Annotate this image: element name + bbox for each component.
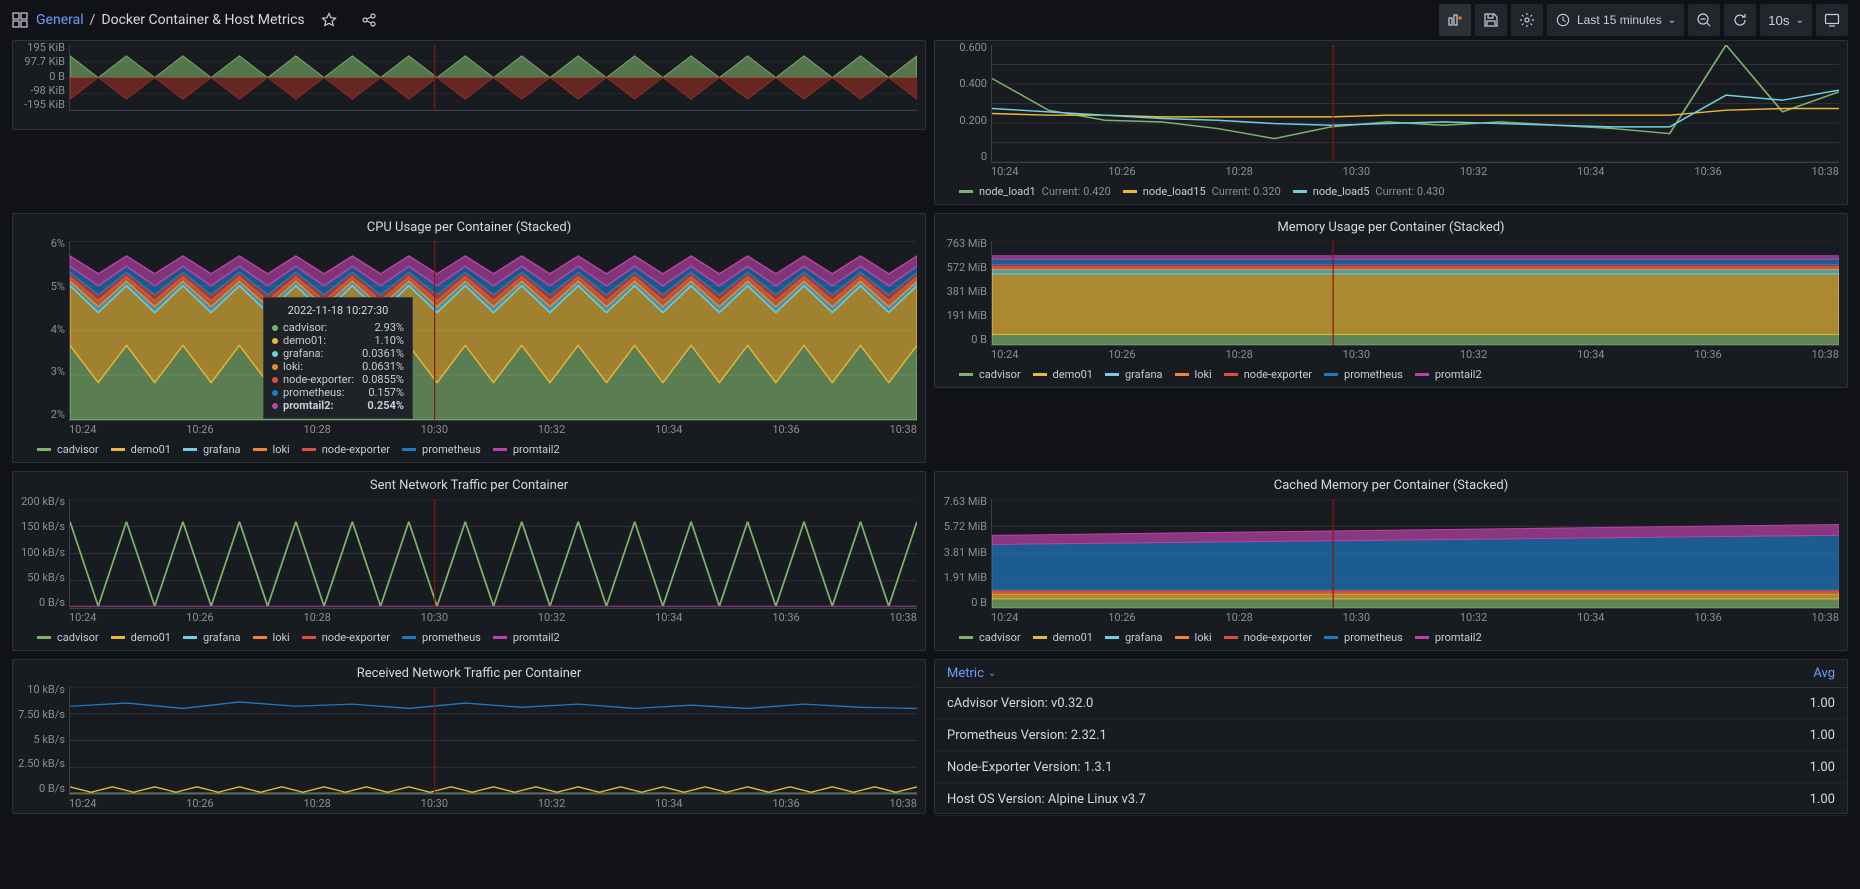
save-icon — [1483, 12, 1499, 28]
time-range-button[interactable]: Last 15 minutes ⌄ — [1547, 4, 1684, 36]
column-header-metric[interactable]: Metric ⌄ — [947, 666, 1775, 681]
panel-title: Cached Memory per Container (Stacked) — [935, 472, 1847, 495]
legend-item[interactable]: promtail2 — [1415, 631, 1482, 644]
legend-item[interactable]: promtail2 — [493, 443, 560, 456]
tv-mode-button[interactable] — [1816, 4, 1848, 36]
chart-tooltip: 2022-11-18 10:27:30cadvisor:2.93%demo01:… — [263, 297, 413, 419]
legend-item[interactable]: node-exporter — [1224, 631, 1312, 644]
legend-item[interactable]: promtail2 — [1415, 368, 1482, 381]
legend-item[interactable]: demo01 — [1033, 368, 1093, 381]
legend-item[interactable]: promtail2 — [493, 631, 560, 644]
monitor-icon — [1824, 12, 1840, 28]
time-range-label: Last 15 minutes — [1577, 13, 1662, 27]
legend-item[interactable]: loki — [1175, 368, 1212, 381]
legend-item[interactable]: prometheus — [402, 443, 481, 456]
panel-sent-network[interactable]: Sent Network Traffic per Container 200 k… — [12, 471, 926, 651]
panel-disk-io[interactable]: 195 KiB97.7 KiB0 B-98 KiB-195 KiB — [12, 40, 926, 130]
breadcrumb: General / Docker Container & Host Metric… — [36, 12, 305, 28]
table-row: Host OS Version: Alpine Linux v3.71.00 — [935, 784, 1847, 816]
legend-item[interactable]: cadvisor — [37, 443, 99, 456]
refresh-icon — [1732, 12, 1748, 28]
dashboard-grid-icon — [12, 12, 28, 28]
refresh-button[interactable] — [1724, 4, 1756, 36]
refresh-interval-label: 10s — [1768, 13, 1790, 28]
gear-icon — [1519, 12, 1535, 28]
legend-item[interactable]: node_load5Current: 0.430 — [1293, 185, 1445, 198]
legend-item[interactable]: demo01 — [111, 631, 171, 644]
panel-cached-memory[interactable]: Cached Memory per Container (Stacked) 7.… — [934, 471, 1848, 651]
legend-item[interactable]: node-exporter — [1224, 368, 1312, 381]
chevron-down-icon: ⌄ — [1796, 15, 1804, 26]
breadcrumb-dashboard: Docker Container & Host Metrics — [101, 12, 304, 28]
toolbar: General / Docker Container & Host Metric… — [0, 0, 1860, 40]
share-button[interactable] — [353, 4, 385, 36]
legend-item[interactable]: grafana — [1105, 631, 1163, 644]
star-icon — [321, 12, 337, 28]
legend-item[interactable]: grafana — [183, 631, 241, 644]
add-panel-button[interactable] — [1439, 4, 1471, 36]
clock-icon — [1555, 12, 1571, 28]
panel-memory-usage[interactable]: Memory Usage per Container (Stacked) 763… — [934, 213, 1848, 388]
legend-item[interactable]: demo01 — [1033, 631, 1093, 644]
legend-item[interactable]: node_load15Current: 0.320 — [1123, 185, 1281, 198]
table-row: cAdvisor Version: v0.32.01.00 — [935, 688, 1847, 720]
panel-versions-table[interactable]: Metric ⌄ Avg cAdvisor Version: v0.32.01.… — [934, 659, 1848, 814]
legend-item[interactable]: node-exporter — [302, 631, 390, 644]
breadcrumb-folder[interactable]: General — [36, 12, 84, 28]
breadcrumb-sep: / — [90, 12, 96, 28]
legend-item[interactable]: loki — [1175, 631, 1212, 644]
panel-title: Memory Usage per Container (Stacked) — [935, 214, 1847, 237]
panel-received-network[interactable]: Received Network Traffic per Container 1… — [12, 659, 926, 814]
legend-item[interactable]: cadvisor — [37, 631, 99, 644]
legend-item[interactable]: prometheus — [1324, 631, 1403, 644]
legend-item[interactable]: grafana — [183, 443, 241, 456]
dashboard-grid: 195 KiB97.7 KiB0 B-98 KiB-195 KiB 0.6000… — [0, 40, 1860, 826]
legend-item[interactable]: loki — [253, 631, 290, 644]
chevron-down-icon: ⌄ — [988, 668, 996, 679]
legend-item[interactable]: node_load1Current: 0.420 — [959, 185, 1111, 198]
legend-item[interactable]: loki — [253, 443, 290, 456]
panel-title: Received Network Traffic per Container — [13, 660, 925, 683]
legend-item[interactable]: node-exporter — [302, 443, 390, 456]
panel-system-load[interactable]: 0.6000.4000.2000 10:2410:2610:2810:3010:… — [934, 40, 1848, 205]
legend-item[interactable]: prometheus — [402, 631, 481, 644]
legend-item[interactable]: grafana — [1105, 368, 1163, 381]
panel-title: Sent Network Traffic per Container — [13, 472, 925, 495]
legend-item[interactable]: cadvisor — [959, 368, 1021, 381]
favorite-button[interactable] — [313, 4, 345, 36]
column-header-avg[interactable]: Avg — [1775, 666, 1835, 681]
zoom-out-button[interactable] — [1688, 4, 1720, 36]
share-icon — [361, 12, 377, 28]
settings-button[interactable] — [1511, 4, 1543, 36]
table-row: Prometheus Version: 2.32.11.00 — [935, 720, 1847, 752]
zoom-out-icon — [1696, 12, 1712, 28]
panel-title: CPU Usage per Container (Stacked) — [13, 214, 925, 237]
legend-item[interactable]: prometheus — [1324, 368, 1403, 381]
add-panel-icon — [1447, 12, 1463, 28]
table-row: Node-Exporter Version: 1.3.11.00 — [935, 752, 1847, 784]
legend-item[interactable]: demo01 — [111, 443, 171, 456]
panel-cpu-usage[interactable]: CPU Usage per Container (Stacked) 6%5%4%… — [12, 213, 926, 463]
save-button[interactable] — [1475, 4, 1507, 36]
table-header: Metric ⌄ Avg — [935, 660, 1847, 688]
refresh-interval-button[interactable]: 10s ⌄ — [1760, 4, 1812, 36]
legend-item[interactable]: cadvisor — [959, 631, 1021, 644]
chevron-down-icon: ⌄ — [1668, 15, 1676, 26]
